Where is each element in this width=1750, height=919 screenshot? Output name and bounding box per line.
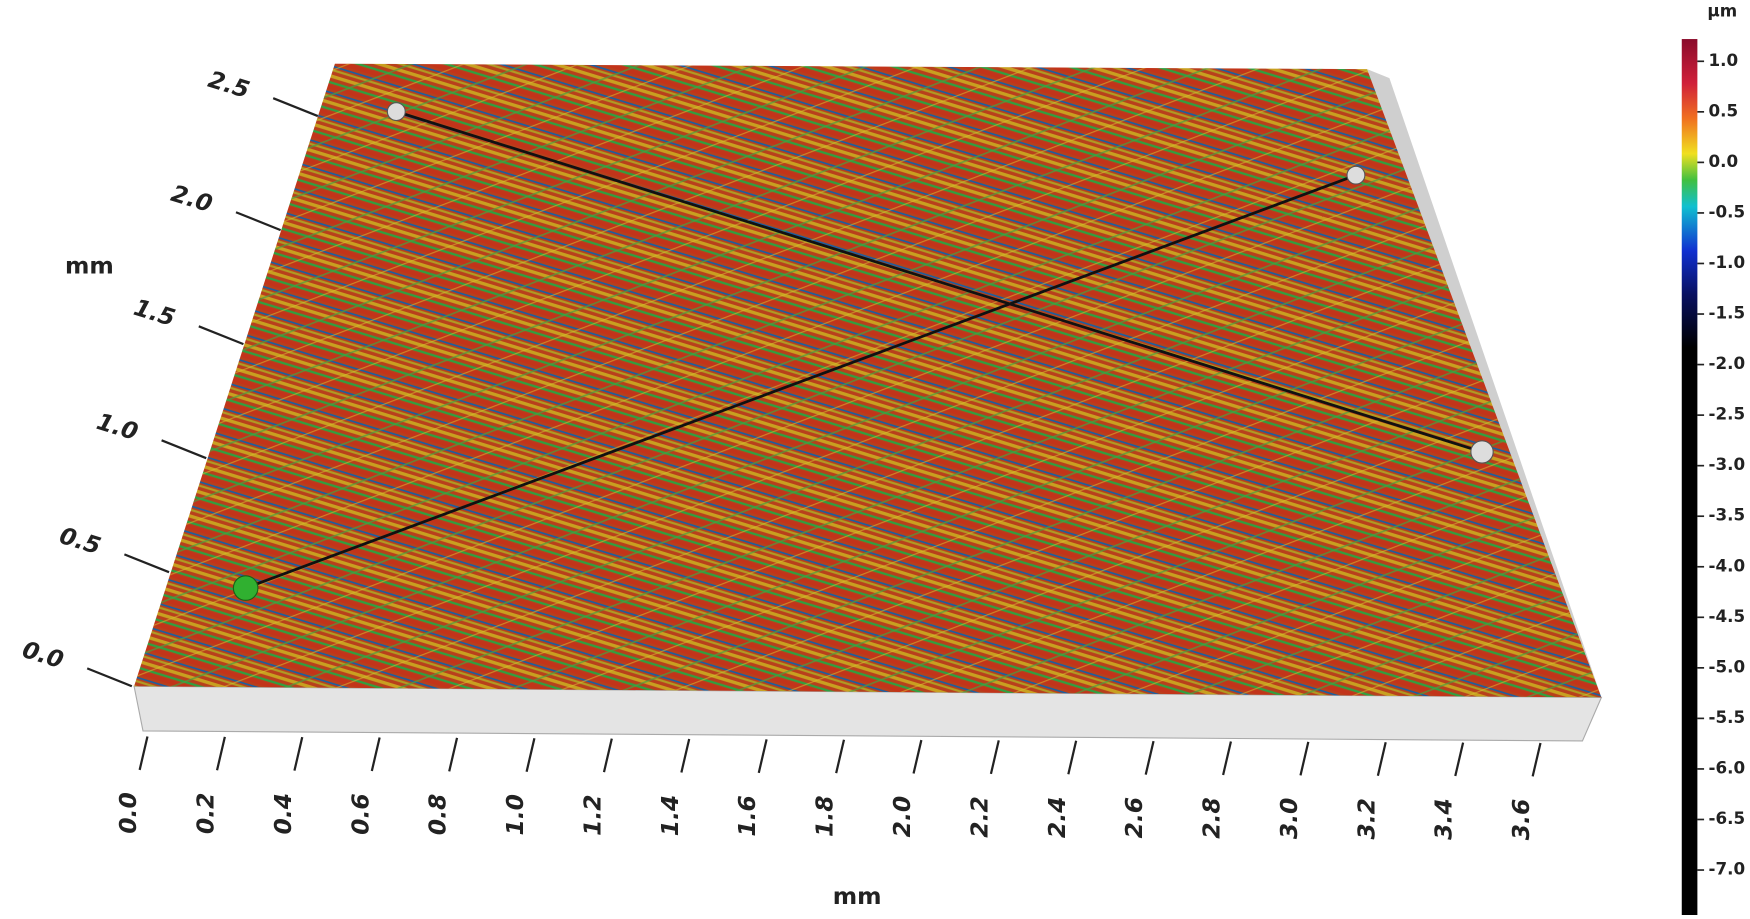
x-tick-label: 0.2	[191, 793, 219, 835]
x-tick	[1222, 741, 1233, 776]
x-tick-label: 2.2	[965, 796, 993, 838]
colorbar-label: µm	[1707, 1, 1737, 21]
x-tick-label: 0.8	[424, 794, 452, 836]
x-tick-label: 0.4	[269, 793, 297, 835]
colorbar-tick-label: -4.0	[1709, 555, 1746, 575]
y-tick-label: 0.5	[56, 521, 104, 560]
x-tick	[448, 737, 459, 772]
colorbar-tick-label: -3.0	[1709, 454, 1746, 474]
y-tick-label: 1.0	[93, 407, 141, 446]
y-tick	[161, 439, 207, 460]
x-tick-label: 2.6	[1120, 797, 1148, 839]
x-tick	[1299, 741, 1310, 776]
colorbar-tick-label: -2.0	[1709, 353, 1746, 373]
x-axis-label: mm	[833, 882, 882, 910]
x-tick	[1144, 740, 1155, 775]
y-axis-label: mm	[65, 251, 114, 279]
x-tick-label: 0.0	[114, 792, 142, 834]
y-tick-label: 2.0	[168, 179, 216, 218]
x-tick-label: 3.0	[1275, 798, 1303, 840]
x-tick	[989, 740, 1000, 775]
colorbar-tick-label: 0.5	[1709, 100, 1739, 120]
x-tick-label: 1.0	[501, 794, 529, 836]
colorbar-tick-label: 1.0	[1709, 50, 1739, 70]
x-tick	[293, 736, 304, 771]
y-tick	[235, 211, 282, 232]
x-tick	[1067, 740, 1078, 775]
x-tick	[215, 736, 226, 771]
colorbar-tick-label: -2.5	[1709, 404, 1746, 424]
y-tick-label: 2.5	[205, 65, 253, 104]
x-tick	[138, 736, 149, 771]
x-tick	[1454, 742, 1465, 777]
y-tick	[123, 553, 170, 574]
colorbar-tick-label: -5.5	[1709, 707, 1746, 727]
x-tick	[680, 738, 691, 773]
x-tick	[370, 737, 381, 772]
y-tick	[272, 97, 319, 118]
x-tick	[912, 739, 923, 774]
x-tick-label: 2.0	[888, 796, 916, 838]
colorbar-tick-label: 0.0	[1709, 151, 1739, 171]
y-tick-label: 0.0	[19, 635, 67, 674]
x-tick-label: 0.6	[346, 793, 374, 835]
x-tick-label: 3.6	[1507, 799, 1535, 841]
y-tick	[198, 325, 244, 346]
x-tick-label: 1.4	[656, 795, 684, 837]
colorbar-tick-label: -1.0	[1709, 252, 1746, 272]
colorbar-tick-label: -0.5	[1709, 201, 1746, 221]
x-tick	[525, 738, 536, 772]
colorbar-tick-label: -7.0	[1709, 859, 1746, 879]
x-tick-label: 1.8	[811, 795, 839, 837]
colorbar-tick-label: -3.5	[1709, 505, 1746, 525]
x-tick-label: 3.4	[1430, 798, 1458, 840]
x-tick-label: 1.6	[733, 795, 761, 837]
x-tick-label: 2.8	[1198, 797, 1226, 839]
colorbar	[1681, 39, 1698, 919]
colorbar-tick-label: -1.5	[1709, 303, 1746, 323]
x-tick	[835, 739, 846, 774]
x-tick	[1531, 742, 1542, 777]
colorbar-tick-label: -5.0	[1709, 656, 1746, 676]
colorbar-tick-label: -4.5	[1709, 606, 1746, 626]
y-tick-label: 1.5	[131, 293, 179, 332]
x-tick-label: 3.2	[1352, 798, 1380, 840]
x-tick	[602, 738, 613, 773]
x-tick-label: 1.2	[578, 794, 606, 836]
colorbar-tick-label: -6.5	[1709, 808, 1746, 828]
colorbar-tick-label: -6.0	[1709, 757, 1746, 777]
y-tick	[86, 667, 133, 688]
surface	[133, 63, 1603, 742]
x-tick	[1376, 741, 1387, 776]
x-tick-label: 2.4	[1043, 797, 1071, 839]
x-tick	[757, 739, 768, 774]
